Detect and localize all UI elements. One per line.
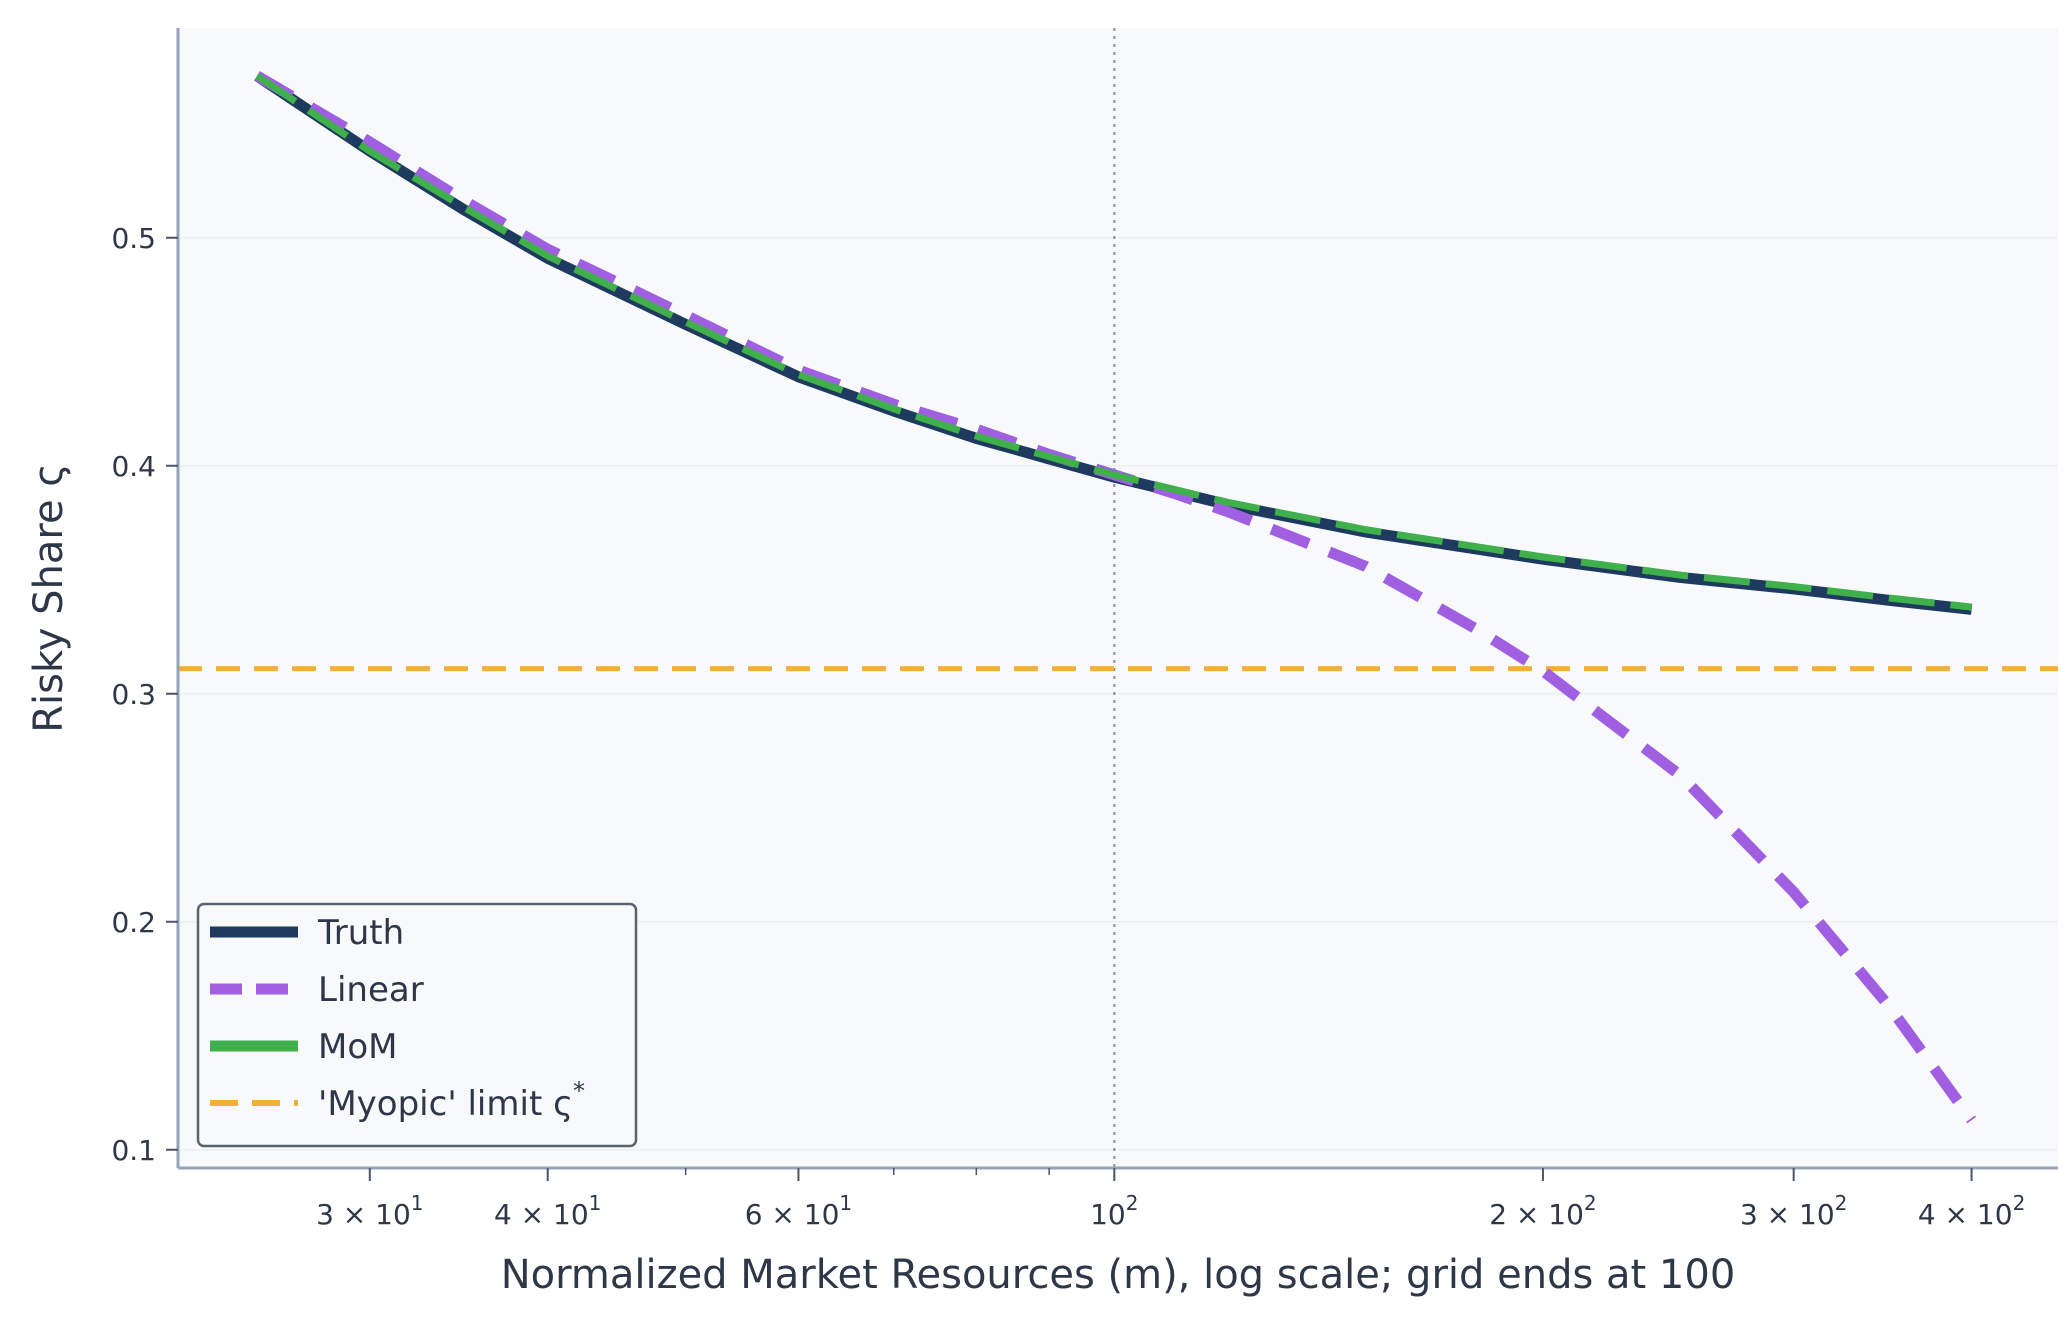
y-axis-label: Risky Share ς bbox=[26, 463, 72, 733]
y-tick-label: 0.3 bbox=[111, 678, 156, 711]
x-tick-base: 2 × 10 bbox=[1489, 1198, 1584, 1231]
x-tick-base: 3 × 10 bbox=[316, 1198, 411, 1231]
y-tick-label: 0.4 bbox=[111, 450, 156, 483]
legend-label-truth: Truth bbox=[317, 913, 404, 953]
series-layer bbox=[254, 71, 1977, 1124]
x-tick-base: 10 bbox=[1090, 1198, 1126, 1231]
x-tick-label: 102 bbox=[1090, 1191, 1138, 1231]
y-tick-label: 0.1 bbox=[111, 1134, 156, 1167]
x-tick-exponent: 2 bbox=[1835, 1191, 1848, 1215]
x-tick-exponent: 1 bbox=[589, 1191, 602, 1215]
legend-label-linear: Linear bbox=[318, 970, 424, 1010]
reference-lines bbox=[178, 28, 2058, 1168]
series-mom-line bbox=[255, 72, 1972, 611]
x-tick-label: 4 × 101 bbox=[494, 1191, 601, 1231]
ticks-layer: 0.10.20.30.40.53 × 101 4 × 101 6 × 101 102 2… bbox=[111, 222, 2025, 1231]
y-tick-label: 0.5 bbox=[111, 222, 156, 255]
x-tick-exponent: 1 bbox=[411, 1191, 424, 1215]
x-tick-exponent: 1 bbox=[839, 1191, 852, 1215]
x-tick-exponent: 2 bbox=[2013, 1191, 2026, 1215]
legend-label-myopic-limit: 'Myopic' limit ς* bbox=[318, 1077, 585, 1124]
x-tick-base: 3 × 10 bbox=[1740, 1198, 1835, 1231]
legend-frame bbox=[196, 902, 638, 1148]
legend: Truth Linear MoM 'Myopic' limit ς* bbox=[196, 902, 638, 1148]
x-tick-base: 4 × 10 bbox=[1918, 1198, 2013, 1231]
x-tick-base: 6 × 10 bbox=[745, 1198, 840, 1231]
y-tick-label: 0.2 bbox=[111, 906, 156, 939]
axes-layer bbox=[176, 28, 2058, 1170]
x-tick-label: 2 × 102 bbox=[1489, 1191, 1596, 1231]
x-tick-label: 6 × 101 bbox=[745, 1191, 852, 1231]
x-tick-base: 4 × 10 bbox=[494, 1198, 589, 1231]
x-tick-exponent: 2 bbox=[1126, 1191, 1139, 1215]
x-tick-label: 4 × 102 bbox=[1918, 1191, 2025, 1231]
x-tick-label: 3 × 102 bbox=[1740, 1191, 1847, 1231]
legend-label-mom: MoM bbox=[318, 1027, 397, 1067]
x-tick-exponent: 2 bbox=[1584, 1191, 1597, 1215]
x-axis-label: Normalized Market Resources (m), log sca… bbox=[501, 1252, 1736, 1298]
x-tick-label: 3 × 101 bbox=[316, 1191, 423, 1231]
